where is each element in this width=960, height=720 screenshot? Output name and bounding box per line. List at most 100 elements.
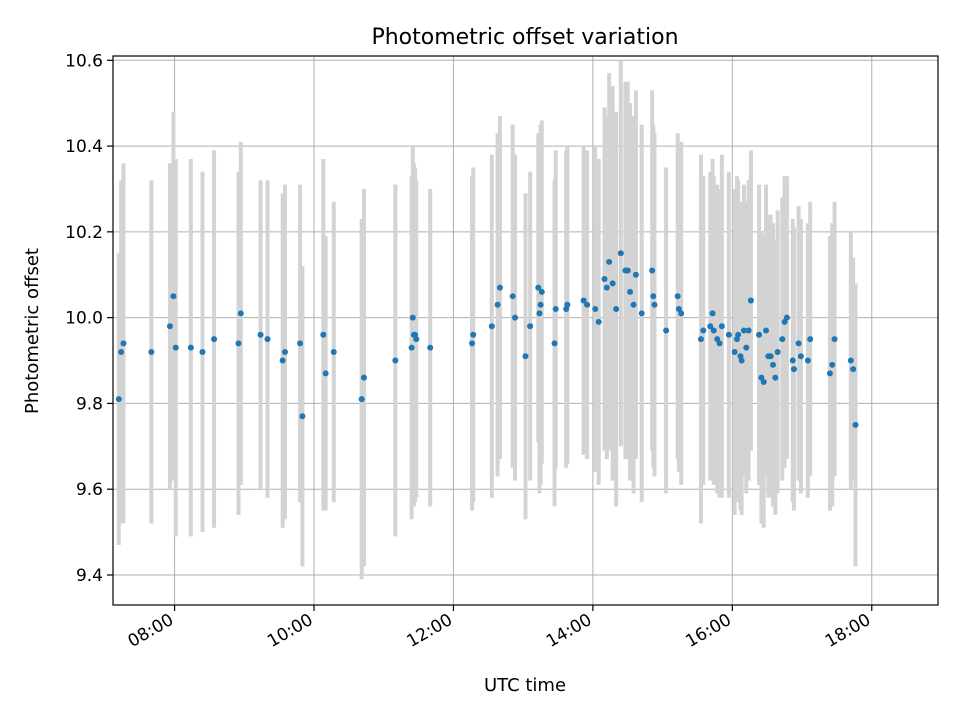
- data-point: [826, 370, 833, 377]
- data-point: [522, 353, 529, 360]
- data-point: [740, 327, 747, 334]
- data-point: [743, 344, 750, 351]
- data-point: [409, 314, 416, 321]
- data-point: [537, 301, 544, 308]
- data-point: [237, 310, 244, 317]
- data-point: [725, 331, 732, 338]
- data-point: [850, 366, 857, 373]
- data-point: [257, 331, 264, 338]
- data-point: [512, 314, 519, 321]
- data-point: [320, 331, 327, 338]
- data-point: [603, 284, 610, 291]
- y-axis-ticks: 9.4 9.6 9.8 10.0 10.2 10.4 10.6: [65, 51, 113, 586]
- data-point: [494, 301, 501, 308]
- data-point: [496, 284, 503, 291]
- data-point: [235, 340, 242, 347]
- data-point: [166, 323, 173, 330]
- data-point: [264, 336, 271, 343]
- data-point: [716, 340, 723, 347]
- data-point: [709, 310, 716, 317]
- data-point: [779, 336, 786, 343]
- data-point: [790, 366, 797, 373]
- data-points: [115, 250, 859, 428]
- data-point: [211, 336, 218, 343]
- data-point: [535, 284, 542, 291]
- data-point: [564, 301, 571, 308]
- y-tick-label: 9.4: [76, 566, 103, 586]
- data-point: [172, 344, 179, 351]
- data-point: [199, 348, 206, 355]
- data-point: [592, 306, 599, 313]
- data-point: [617, 250, 624, 257]
- data-point: [638, 310, 645, 317]
- data-point: [551, 340, 558, 347]
- data-point: [649, 267, 656, 274]
- plot-frame: [112, 55, 939, 606]
- data-point: [650, 293, 657, 300]
- y-tick-label: 10.4: [65, 137, 103, 157]
- data-point: [707, 323, 714, 330]
- data-point: [772, 374, 779, 381]
- data-point: [584, 301, 591, 308]
- data-point: [697, 336, 704, 343]
- data-point: [580, 297, 587, 304]
- data-point: [678, 310, 685, 317]
- data-point: [847, 357, 854, 364]
- data-point: [392, 357, 399, 364]
- data-point: [831, 336, 838, 343]
- data-point: [797, 353, 804, 360]
- y-axis-label: Photometric offset: [22, 248, 43, 414]
- y-tick-label: 10.6: [65, 51, 103, 71]
- data-point: [738, 357, 745, 364]
- data-point: [609, 280, 616, 287]
- data-point: [731, 348, 738, 355]
- data-point: [279, 357, 286, 364]
- data-point: [630, 301, 637, 308]
- data-point: [509, 293, 516, 300]
- data-point: [852, 421, 859, 428]
- data-point: [663, 327, 670, 334]
- data-point: [538, 288, 545, 295]
- data-point: [804, 357, 811, 364]
- data-point: [651, 301, 658, 308]
- x-axis-label: UTC time: [484, 675, 566, 696]
- data-point: [360, 374, 367, 381]
- y-tick-label: 9.8: [76, 394, 103, 414]
- data-point: [115, 396, 122, 403]
- data-point: [745, 327, 752, 334]
- data-point: [470, 331, 477, 338]
- y-tick-label: 9.6: [76, 480, 103, 500]
- data-point: [527, 323, 534, 330]
- data-point: [632, 271, 639, 278]
- data-point: [408, 344, 415, 351]
- data-point: [760, 378, 767, 385]
- data-point: [789, 357, 796, 364]
- data-point: [281, 348, 288, 355]
- data-point: [413, 336, 420, 343]
- data-point: [624, 267, 631, 274]
- data-point: [469, 340, 476, 347]
- data-point: [170, 293, 177, 300]
- data-point: [552, 306, 559, 313]
- data-point: [747, 297, 754, 304]
- data-point: [595, 318, 602, 325]
- data-point: [330, 348, 337, 355]
- y-tick-label: 10.2: [65, 223, 103, 243]
- data-point: [488, 323, 495, 330]
- data-point: [299, 413, 306, 420]
- data-point: [756, 331, 763, 338]
- data-point: [613, 306, 620, 313]
- data-point: [770, 361, 776, 368]
- data-point: [735, 331, 742, 338]
- data-point: [148, 348, 155, 355]
- data-point: [767, 353, 774, 360]
- data-point: [807, 336, 814, 343]
- data-point: [120, 340, 127, 347]
- data-point: [718, 323, 725, 330]
- data-point: [674, 293, 681, 300]
- data-point: [710, 327, 717, 334]
- data-point: [783, 314, 790, 321]
- data-point: [829, 361, 836, 368]
